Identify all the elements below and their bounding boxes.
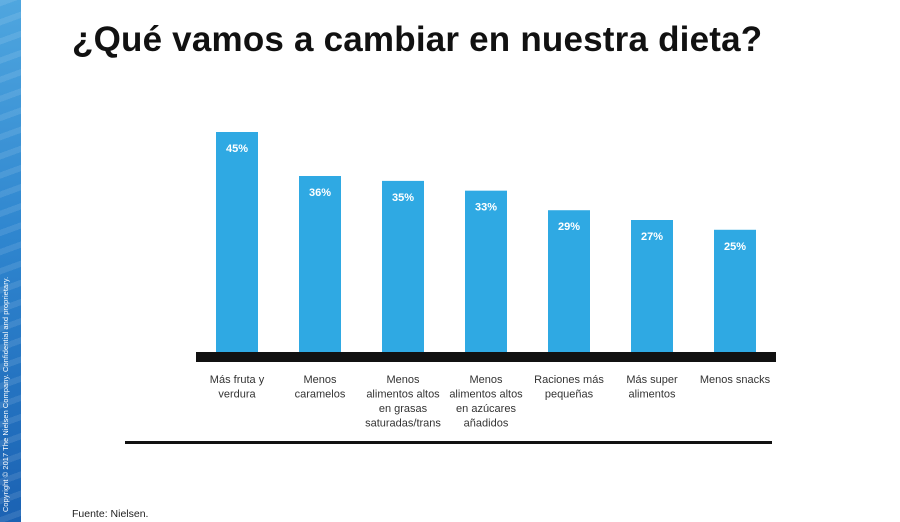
bar-value-label: 27%	[641, 231, 663, 243]
bar	[548, 210, 590, 352]
slide-title: ¿Qué vamos a cambiar en nuestra dieta?	[72, 20, 763, 59]
side-band: Copyright © 2017 The Nielsen Company. Co…	[0, 0, 21, 522]
x-axis-baseline	[196, 352, 776, 362]
bar	[216, 132, 258, 352]
category-label: Menos caramelos	[295, 374, 346, 401]
bottom-rule	[125, 441, 772, 444]
category-labels-group: Más fruta y verdura Menos caramelos Menos ali…	[210, 374, 771, 430]
bar	[714, 229, 756, 352]
category-label: Menos alimentos altos en grasas saturadas/t…	[365, 374, 441, 430]
source-note: Fuente: Nielsen.	[72, 508, 149, 520]
bars-group: 45% 36% 35% 33% 29% 27% 25%	[216, 132, 756, 352]
category-label: Menos snacks	[700, 374, 771, 386]
bar	[465, 190, 507, 352]
bar	[382, 180, 424, 352]
bar	[631, 220, 673, 352]
bar-value-label: 45%	[226, 143, 248, 155]
bar-value-label: 25%	[724, 241, 746, 253]
category-label: Más fruta y verdura	[210, 374, 265, 401]
bar-value-label: 36%	[309, 187, 331, 199]
bar-value-label: 33%	[475, 202, 497, 214]
category-label: Menos alimentos altos en azúcares añadidos	[449, 374, 523, 430]
bar-value-label: 35%	[392, 192, 414, 204]
category-label: Raciones más pequeñas	[534, 374, 604, 401]
bar-value-label: 29%	[558, 221, 580, 233]
bar	[299, 176, 341, 352]
category-label: Más super alimentos	[626, 374, 678, 401]
